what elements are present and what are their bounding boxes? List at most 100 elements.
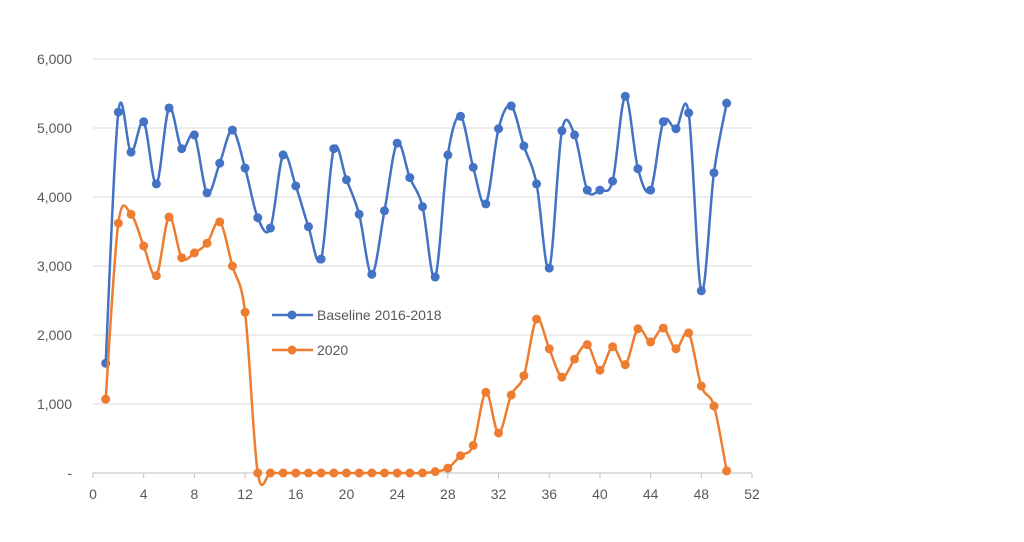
data-point-baseline — [456, 111, 466, 121]
data-point-baseline — [684, 108, 694, 118]
data-point-baseline — [582, 185, 592, 195]
data-point-2020 — [189, 248, 199, 258]
data-point-2020 — [671, 344, 681, 354]
data-point-baseline — [240, 163, 250, 173]
data-point-2020 — [494, 428, 504, 438]
data-point-baseline — [215, 158, 225, 168]
data-point-baseline — [139, 117, 149, 127]
data-point-2020 — [227, 261, 237, 271]
data-point-2020 — [532, 314, 542, 324]
data-point-2020 — [430, 467, 440, 477]
data-point-baseline — [253, 213, 263, 223]
data-point-baseline — [646, 185, 656, 195]
legend: Baseline 2016-2018 2020 — [272, 307, 442, 358]
data-point-2020 — [202, 238, 212, 248]
data-point-2020 — [418, 468, 427, 478]
data-point-baseline — [570, 130, 580, 140]
data-point-baseline — [177, 144, 187, 154]
data-point-2020 — [139, 241, 149, 251]
series-line-baseline — [104, 95, 728, 364]
data-point-2020 — [354, 468, 364, 478]
legend-marker-baseline — [287, 310, 297, 320]
data-point-baseline — [354, 209, 364, 219]
data-point-2020 — [608, 342, 618, 352]
data-point-baseline — [620, 91, 630, 101]
y-tick-label: 5,000 — [37, 120, 72, 136]
x-tick-label: 20 — [339, 486, 355, 502]
data-point-2020 — [329, 468, 339, 478]
data-point-2020 — [557, 372, 567, 382]
x-tick-label: 44 — [643, 486, 659, 502]
legend-label-baseline: Baseline 2016-2018 — [317, 307, 442, 323]
data-point-2020 — [633, 324, 643, 334]
data-point-baseline — [329, 144, 339, 154]
x-tick-label: 36 — [541, 486, 557, 502]
data-point-baseline — [494, 124, 504, 134]
data-point-2020 — [595, 365, 605, 375]
data-point-2020 — [443, 463, 453, 473]
data-point-baseline — [696, 286, 706, 296]
data-point-2020 — [177, 253, 187, 263]
data-point-baseline — [633, 164, 643, 174]
data-point-baseline — [367, 269, 377, 279]
data-point-baseline — [430, 272, 440, 282]
data-point-2020 — [113, 218, 123, 228]
data-point-baseline — [481, 199, 491, 209]
data-point-baseline — [113, 107, 123, 117]
data-point-2020 — [684, 328, 694, 338]
data-point-2020 — [392, 468, 402, 478]
data-point-2020 — [367, 468, 377, 478]
data-point-2020 — [316, 468, 326, 478]
x-tick-label: 4 — [140, 486, 148, 502]
data-point-2020 — [709, 401, 719, 411]
data-point-2020 — [303, 468, 313, 478]
x-tick-label: 0 — [89, 486, 97, 502]
data-point-baseline — [227, 125, 237, 135]
data-point-baseline — [265, 223, 275, 233]
data-point-2020 — [164, 212, 174, 222]
data-point-baseline — [418, 202, 427, 212]
data-point-baseline — [532, 179, 542, 189]
data-point-baseline — [405, 173, 415, 183]
data-point-baseline — [202, 188, 212, 198]
data-point-baseline — [278, 150, 288, 160]
data-point-2020 — [506, 390, 516, 400]
data-point-2020 — [582, 340, 592, 350]
y-tick-label: 3,000 — [37, 258, 72, 274]
data-point-baseline — [595, 185, 605, 195]
data-point-baseline — [189, 130, 199, 140]
data-point-2020 — [544, 344, 554, 354]
data-point-2020 — [240, 307, 250, 317]
x-tick-label: 40 — [592, 486, 608, 502]
x-tick-label: 24 — [389, 486, 405, 502]
data-point-2020 — [101, 394, 111, 404]
data-point-baseline — [164, 103, 174, 113]
data-point-baseline — [544, 263, 554, 273]
data-point-2020 — [570, 354, 580, 364]
data-point-baseline — [126, 147, 136, 157]
x-tick-label: 16 — [288, 486, 304, 502]
data-point-baseline — [379, 206, 389, 216]
data-point-2020 — [265, 468, 275, 478]
data-point-baseline — [443, 150, 453, 160]
x-tick-label: 12 — [237, 486, 253, 502]
legend-label-2020: 2020 — [317, 342, 348, 358]
series-line-2020 — [104, 204, 728, 487]
data-point-2020 — [341, 468, 351, 478]
data-point-baseline — [291, 181, 301, 191]
data-point-2020 — [722, 466, 732, 476]
x-tick-label: 28 — [440, 486, 456, 502]
data-point-baseline — [608, 176, 618, 186]
data-point-baseline — [316, 254, 326, 264]
y-tick-label: 1,000 — [37, 396, 72, 412]
legend-marker-2020 — [287, 345, 297, 355]
data-point-2020 — [468, 440, 478, 450]
y-tick-label: - — [67, 465, 72, 481]
x-tick-label: 48 — [694, 486, 710, 502]
data-point-baseline — [303, 222, 313, 232]
data-point-2020 — [519, 371, 529, 381]
data-point-baseline — [658, 117, 668, 127]
data-point-baseline — [722, 98, 732, 108]
x-tick-label: 8 — [190, 486, 198, 502]
